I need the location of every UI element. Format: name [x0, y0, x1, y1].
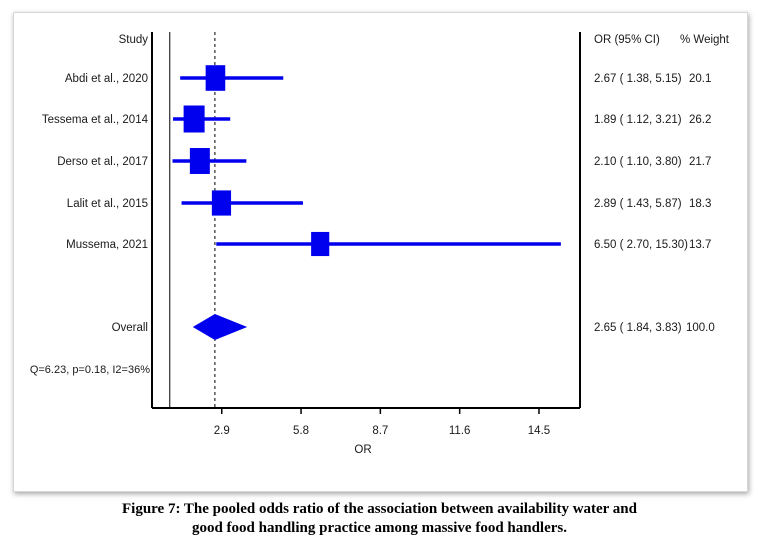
- study-ci-text: 2.89 ( 1.43, 5.87): [594, 198, 682, 210]
- x-tick-label: 11.6: [449, 425, 471, 437]
- study-point-box: [189, 148, 210, 174]
- study-point-box: [183, 105, 205, 133]
- study-ci-text: 6.50 ( 2.70, 15.30): [594, 239, 688, 251]
- study-label: Mussema, 2021: [66, 239, 148, 251]
- header-study: Study: [119, 34, 149, 46]
- overall-weight: 100.0: [686, 322, 715, 334]
- study-point-box: [205, 65, 226, 91]
- study-label: Derso et al., 2017: [57, 156, 148, 168]
- header-weight: % Weight: [680, 34, 730, 46]
- caption-line-1: Figure 7: The pooled odds ratio of the a…: [121, 501, 637, 517]
- study-weight: 21.7: [689, 156, 711, 168]
- study-point-box: [311, 231, 330, 257]
- study-label: Tessema et al., 2014: [42, 114, 149, 126]
- overall-ci-text: 2.65 ( 1.84, 3.83): [594, 322, 682, 334]
- figure-caption: Figure 7: The pooled odds ratio of the a…: [0, 500, 759, 538]
- study-weight: 26.2: [689, 114, 711, 126]
- study-ci-text: 2.10 ( 1.10, 3.80): [594, 156, 682, 168]
- overall-diamond: [192, 314, 248, 340]
- study-weight: 13.7: [689, 239, 711, 251]
- study-ci-text: 2.67 ( 1.38, 5.15): [594, 73, 682, 85]
- heterogeneity-text: Q=6.23, p=0.18, I2=36%: [30, 364, 150, 376]
- study-label: Lalit et al., 2015: [67, 198, 148, 210]
- x-tick-label: 5.8: [293, 425, 309, 437]
- study-point-box: [211, 190, 232, 216]
- x-axis-label: OR: [354, 444, 371, 456]
- x-tick-label: 2.9: [214, 425, 230, 437]
- x-tick-label: 14.5: [528, 425, 550, 437]
- overall-label: Overall: [112, 322, 148, 334]
- x-tick-label: 8.7: [372, 425, 388, 437]
- study-ci-text: 1.89 ( 1.12, 3.21): [594, 114, 682, 126]
- study-label: Abdi et al., 2020: [65, 73, 148, 85]
- study-weight: 20.1: [689, 73, 711, 85]
- header-ci: OR (95% CI): [594, 34, 660, 46]
- study-weight: 18.3: [689, 198, 711, 210]
- caption-line-2: good food handling practice among massiv…: [191, 520, 568, 536]
